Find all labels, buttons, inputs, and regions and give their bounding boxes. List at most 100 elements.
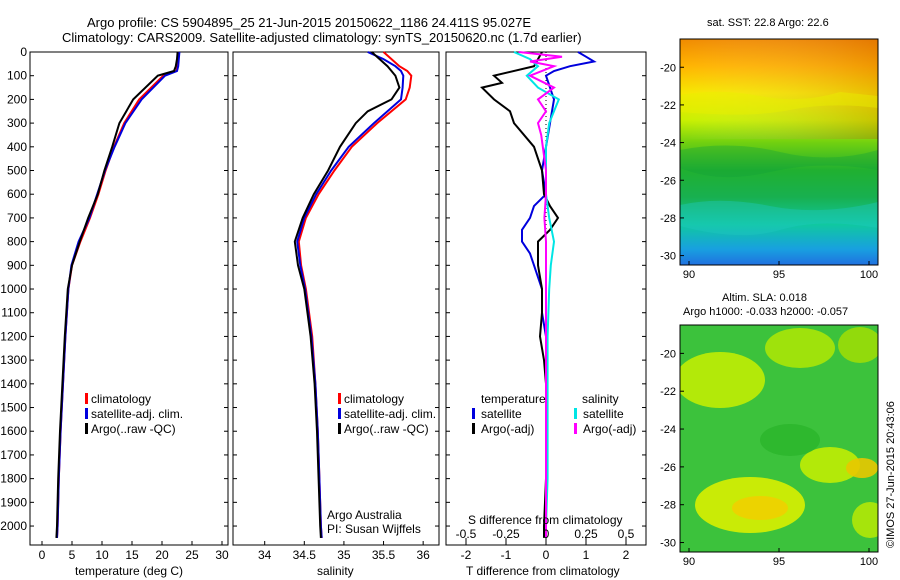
map-x-tick-label: 90 [683,556,695,568]
s-difference-axis-label: S difference from climatology [468,513,623,527]
salinity-panel-frame [232,51,440,546]
map-y-tick-label: -20 [660,62,676,74]
map-x-tick-label: 95 [773,269,785,281]
t-diff-x-tick-label: -2 [461,548,472,562]
temperature-x-tick-label: 30 [215,548,229,562]
legend-s-satellite-swatch [574,408,577,419]
sla-blob [800,447,860,483]
depth-tick-label: 300 [7,116,27,130]
depth-tick-label: 800 [7,235,27,249]
salinity-x-tick-label: 36 [416,548,430,562]
sst-texture [680,91,878,115]
temperature-x-tick-label: 25 [185,548,199,562]
sal-legend-climatology-label: climatology [344,392,404,406]
t-diff-x-tick-label: 0 [543,548,550,562]
sst-map: sat. SST: 22.8 Argo: 22.6 90 95 100 -20 -22 -… [660,17,879,281]
legend-s-argo-swatch [574,423,577,434]
depth-tick-label: 1900 [0,495,27,509]
depth-tick-label: 200 [7,92,27,106]
depth-tick-label: 100 [7,69,27,83]
sla-map-title-2: Argo h1000: -0.033 h2000: -0.057 [683,306,848,318]
sst-map-axes: 90 95 100 -20 -22 -24 -26 -28 -30 [660,62,878,281]
depth-tick-label: 400 [7,140,27,154]
depth-tick-label: 1700 [0,448,27,462]
temperature-axis-label: temperature (deg C) [75,564,183,578]
legend-climatology-label: climatology [91,392,151,406]
pi-label: PI: Susan Wijffels [327,522,421,536]
map-y-tick-label: -30 [660,251,676,263]
imos-timestamp: ©IMOS 27-Jun-2015 20:43:06 [885,401,897,548]
map-y-tick-label: -24 [660,424,676,436]
sla-blob [846,458,878,478]
s-diff-x-tick-label: -0.5 [456,527,477,541]
sla-blob [852,502,878,538]
sst-map-title: sat. SST: 22.8 Argo: 22.6 [707,17,829,29]
sst-field-warm-east [680,39,878,139]
map-y-tick-label: -24 [660,138,676,150]
t-diff-x-tick-label: 1 [583,548,590,562]
t-difference-axis-label: T difference from climatology [466,564,620,578]
map-x-tick-label: 95 [773,556,785,568]
diff-line-s-argo-adj- [518,51,563,538]
legend-argo-swatch [85,423,88,434]
legend-temperature-title: temperature [481,392,546,406]
title-line-1: Argo profile: CS 5904895_25 21-Jun-2015 … [87,15,531,30]
s-diff-x-tick-label: 0.5 [618,527,635,541]
t-diff-x-tick-label: 2 [623,548,630,562]
s-diff-x-tick-label: -0.25 [492,527,520,541]
sla-blob [732,496,788,520]
sla-map: Altim. SLA: 0.018 Argo h1000: -0.033 h20… [660,292,879,568]
depth-tick-label: 1600 [0,424,27,438]
sal-legend-argo-label: Argo(..raw -QC) [344,422,429,436]
depth-tick-label: 600 [7,187,27,201]
sst-texture-3 [680,200,878,236]
temperature-panel-frame [29,51,229,546]
sal-legend-satellite-label: satellite-adj. clim. [344,407,436,421]
temperature-x-tick-label: 20 [155,548,169,562]
map-y-tick-label: -22 [660,386,676,398]
salinity-axis-label: salinity [317,564,354,578]
legend-argo-label: Argo(..raw -QC) [91,422,176,436]
temperature-plot: 0 5 10 15 20 25 30 [39,51,229,562]
difference-plot: -2 -1 0 1 2 -0.5 -0.25 0 0.25 0.5 [456,51,635,562]
map-y-tick-label: -28 [660,500,676,512]
series-line-argo-raw-qc- [55,51,179,538]
sla-map-title-1: Altim. SLA: 0.018 [722,292,807,304]
depth-tick-label: 1200 [0,329,27,343]
sla-blob [765,328,835,368]
series-line-argo-raw-qc- [293,51,401,538]
t-diff-x-tick-label: -1 [501,548,512,562]
map-y-tick-label: -30 [660,538,676,550]
temperature-x-tick-label: 0 [39,548,46,562]
legend-t-satellite-label: satellite [481,407,522,421]
legend-t-argo-label: Argo(-adj) [481,422,534,436]
map-y-tick-label: -28 [660,213,676,225]
temperature-legend: climatology satellite-adj. clim. Argo(..… [85,392,183,436]
map-y-tick-label: -26 [660,175,676,187]
depth-tick-label: 900 [7,258,27,272]
sal-legend-satellite-swatch [338,408,341,419]
temperature-x-tick-label: 5 [69,548,76,562]
series-line-satellite-adj-clim- [296,51,405,538]
sla-blob [680,352,765,408]
depth-tick-label: 500 [7,164,27,178]
depth-tick-label: 700 [7,211,27,225]
legend-s-argo-label: Argo(-adj) [583,422,636,436]
title-line-2: Climatology: CARS2009. Satellite-adjuste… [62,30,582,45]
legend-satellite-label: satellite-adj. clim. [91,407,183,421]
depth-tick-label: 1000 [0,282,27,296]
diff-line-s-satellite [513,51,561,538]
difference-legend: temperature satellite Argo(-adj) salinit… [472,392,636,436]
depth-tick-label: 1500 [0,401,27,415]
legend-satellite-swatch [85,408,88,419]
s-diff-x-tick-label: 0.25 [574,527,598,541]
depth-tick-label: 1100 [1,306,27,320]
depth-tick-label: 0 [20,45,27,59]
temperature-x-tick-label: 10 [95,548,109,562]
sla-blob [838,327,878,363]
depth-tick-label: 1300 [0,353,27,367]
map-x-tick-label: 100 [860,556,878,568]
salinity-plot: 34 34.5 35 35.5 36 [258,51,430,562]
legend-t-argo-swatch [472,423,475,434]
